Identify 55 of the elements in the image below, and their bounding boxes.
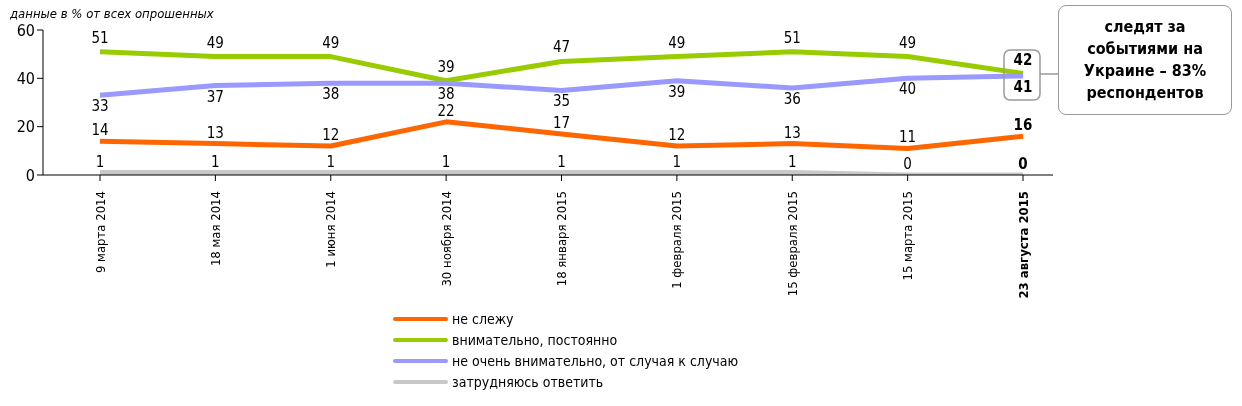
data-label: 49 bbox=[899, 33, 917, 52]
data-label: 35 bbox=[552, 92, 571, 111]
data-label: 36 bbox=[783, 90, 801, 108]
data-label: 12 bbox=[322, 126, 340, 144]
data-label: 11 bbox=[899, 128, 917, 147]
y-tick-label: 0 bbox=[25, 165, 35, 185]
data-label: 13 bbox=[783, 123, 801, 142]
data-label: 42 bbox=[1013, 50, 1033, 69]
data-label: 51 bbox=[91, 28, 109, 47]
data-label: 49 bbox=[206, 33, 224, 52]
data-label: 1 bbox=[326, 152, 336, 171]
data-label: 49 bbox=[668, 33, 686, 52]
data-label: 49 bbox=[322, 33, 340, 52]
data-label: 1 bbox=[211, 152, 220, 171]
x-tick-label: 1 июня 2014 bbox=[323, 191, 339, 268]
x-tick-label: 23 августа 2015 bbox=[1015, 191, 1031, 299]
data-label: 12 bbox=[668, 126, 686, 144]
x-tick-label: 30 ноября 2014 bbox=[438, 191, 454, 287]
x-tick-label: 1 февраля 2015 bbox=[669, 191, 685, 289]
x-tick-label: 18 мая 2014 bbox=[207, 191, 223, 267]
text: следят за событиями на Украине – 83% респондентов bbox=[1082, 16, 1208, 104]
text: данные в % от всех опрошенных bbox=[10, 6, 214, 21]
data-label: 1 bbox=[441, 152, 451, 171]
data-label: 33 bbox=[91, 97, 109, 116]
data-label: 40 bbox=[899, 80, 917, 99]
y-tick-label: 40 bbox=[16, 69, 35, 89]
y-tick-label: 20 bbox=[16, 117, 35, 137]
data-label: 38 bbox=[437, 85, 455, 104]
x-tick-label: 18 января 2015 bbox=[554, 191, 569, 287]
legend-label: не слежу bbox=[452, 310, 514, 327]
data-label: 13 bbox=[206, 123, 224, 142]
data-label: 0 bbox=[903, 155, 912, 173]
data-label: 14 bbox=[91, 121, 109, 140]
data-label: 1 bbox=[672, 152, 682, 171]
data-label: 37 bbox=[206, 87, 224, 106]
legend-label: внимательно, постоянно bbox=[452, 331, 618, 348]
x-tick-label: 9 марта 2014 bbox=[92, 191, 108, 274]
data-label: 1 bbox=[787, 152, 797, 171]
data-label: 22 bbox=[437, 101, 455, 120]
data-label: 1 bbox=[557, 152, 566, 171]
data-label: 17 bbox=[552, 113, 571, 132]
data-label: 38 bbox=[322, 85, 340, 104]
x-tick-label: 15 февраля 2015 bbox=[784, 191, 800, 297]
data-label: 1 bbox=[95, 152, 105, 171]
data-label: 39 bbox=[437, 57, 455, 76]
data-label: 16 bbox=[1013, 116, 1033, 135]
y-tick-label: 60 bbox=[16, 20, 35, 40]
legend-label: не очень внимательно, от случая к случаю bbox=[452, 352, 739, 369]
legend-label: затрудняюсь ответить bbox=[452, 373, 604, 390]
data-label: 0 bbox=[1018, 155, 1028, 173]
x-tick-label: 15 марта 2015 bbox=[900, 191, 916, 281]
data-label: 51 bbox=[783, 28, 801, 47]
data-label: 39 bbox=[668, 82, 686, 101]
data-label: 41 bbox=[1013, 77, 1033, 96]
data-label: 47 bbox=[552, 38, 571, 57]
